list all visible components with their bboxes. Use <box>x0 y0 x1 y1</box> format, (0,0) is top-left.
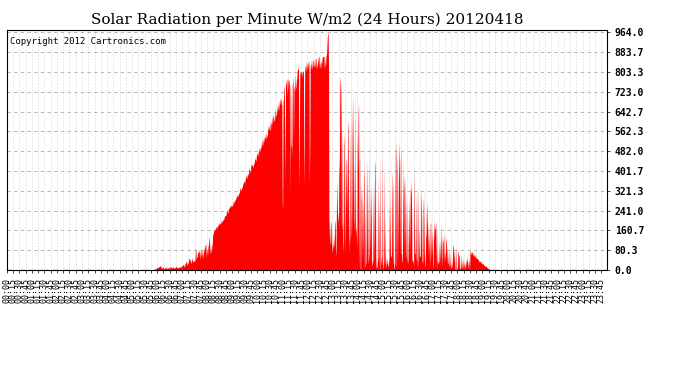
Title: Solar Radiation per Minute W/m2 (24 Hours) 20120418: Solar Radiation per Minute W/m2 (24 Hour… <box>91 13 523 27</box>
Text: Copyright 2012 Cartronics.com: Copyright 2012 Cartronics.com <box>10 37 166 46</box>
